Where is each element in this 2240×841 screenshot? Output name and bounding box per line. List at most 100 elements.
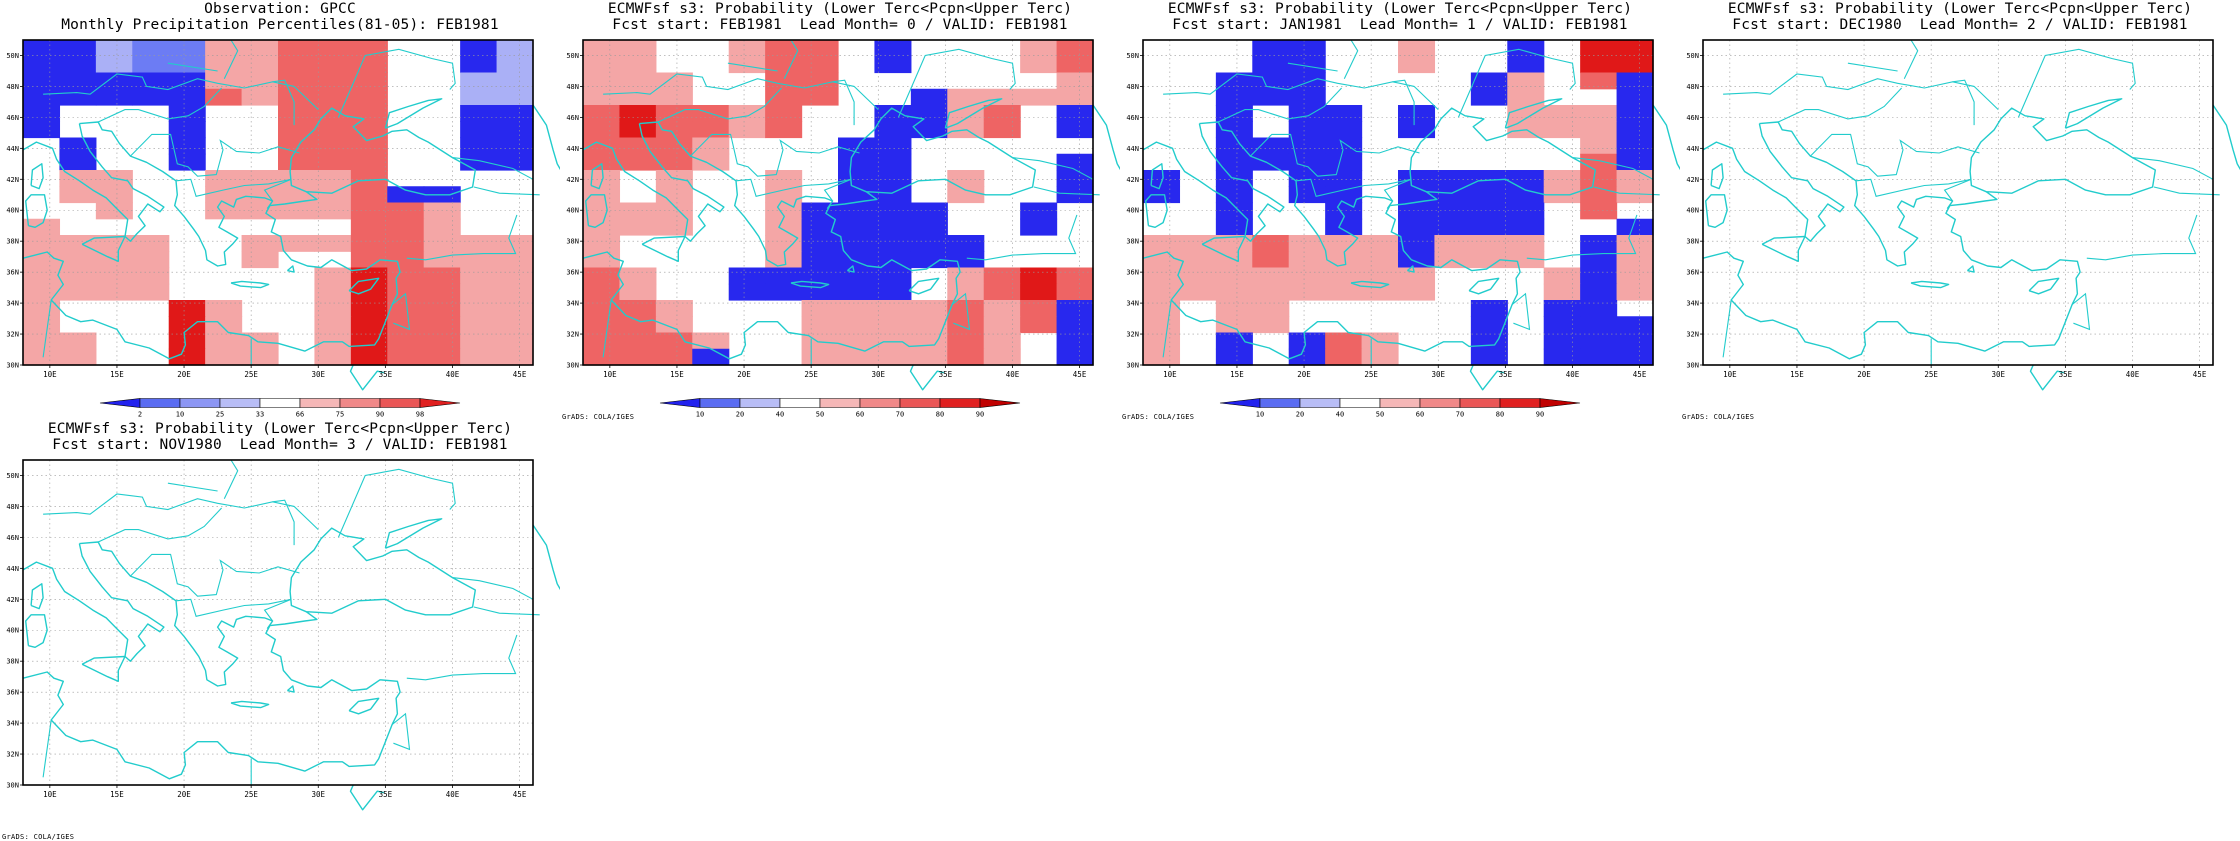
grid-cell [1056,316,1094,334]
colorbar-segment [299,398,341,408]
grid-cell [728,121,766,139]
grid-cell [350,283,388,301]
grid-cell [1470,332,1508,350]
colorbar-segment [179,398,221,408]
colorbar-segment [219,398,261,408]
coastline [1406,265,1415,273]
country-border [2086,214,2198,261]
grid-cell [983,332,1021,350]
grid-cell [1325,283,1363,301]
grid-cell [1056,56,1094,74]
grid-cell [460,56,498,74]
credit-label: GrADS: COLA/IGES [562,413,635,421]
grid-cell [765,40,803,57]
grid-cell [23,88,61,106]
grid-cell [460,88,498,106]
lat-tick-label: 38N [1126,238,1139,246]
grid-cell [583,316,621,334]
coastline [25,614,48,649]
grid-cell [460,300,498,317]
grid-cell [619,218,657,236]
grid-cell [655,153,693,171]
country-border [43,493,319,530]
lon-tick-label: 35E [379,790,393,799]
grid-cell [983,121,1021,139]
grid-cell [838,186,876,204]
lat-tick-label: 34N [6,720,19,728]
lat-tick-label: 36N [6,269,19,277]
grid-cell [1252,300,1290,317]
grid-cell [95,40,133,57]
grid-cell [874,332,912,350]
coastline [1761,235,1806,262]
lat-tick-label: 48N [6,83,19,91]
grid-cell [278,153,316,171]
grid-cell [350,186,388,204]
grid-cell [241,186,279,204]
grid-cell [583,218,621,236]
grid-cell [59,153,97,171]
coastline [349,364,385,391]
grid-cell [1616,170,1654,187]
grid-cell [1470,300,1508,317]
grid-cell [1252,56,1290,74]
lat-tick-label: 42N [1126,176,1139,184]
coastline [1702,123,1845,242]
grid-cell [314,202,352,220]
grid-cell [1616,218,1654,236]
borders [42,39,540,365]
grid-cell [496,251,534,269]
borders [1722,39,2220,365]
grid-cell [387,332,425,350]
grid-cell [1361,283,1399,301]
lat-tick-label: 42N [6,596,19,604]
coastline [79,121,274,267]
grid-cell [23,72,61,90]
grid-cell [947,332,985,350]
coastline [81,655,126,682]
grid-cell [692,137,730,155]
grid-cell [95,88,133,106]
coastline [1966,265,1975,273]
grid-cell [1361,348,1399,366]
grid-cell [619,332,657,350]
grid-cell [241,170,279,187]
coastline [22,611,401,780]
country-border [130,553,300,597]
grid-cell [838,332,876,350]
panel-subtitle: Fcst start: DEC1980 Lead Month= 2 / VALI… [1732,17,2188,33]
grid-cell [1543,316,1581,334]
grid-cell [910,332,948,350]
grid-cell [655,88,693,106]
grid-cell [874,186,912,204]
grid-cell [59,348,97,366]
grid-cell [59,283,97,301]
country-border [406,634,518,681]
grid-cell [1580,137,1618,155]
coastline [30,583,44,610]
grid-cell [460,267,498,285]
grid-cell [1616,88,1654,106]
coastline [349,784,385,811]
colorbar-label: 20 [1296,411,1304,419]
grid-cell [583,137,621,155]
grid-cell [1252,137,1290,155]
grid-cell [168,153,206,171]
grid-cell [619,56,657,74]
grid-cell [423,267,461,285]
grid-cell [1252,153,1290,171]
lon-tick-label: 20E [177,790,191,799]
country-border [391,292,411,331]
grid-cell [838,218,876,236]
grid-cell [496,316,534,334]
gridlines [1703,40,2213,366]
lat-tick-label: 46N [6,534,19,542]
grid-cell [168,300,206,317]
colorbar-label: 25 [216,411,224,419]
coastline [286,685,295,693]
lon-tick-label: 40E [446,790,460,799]
grid-cell [59,40,97,57]
shaded-cells [1143,40,1654,366]
grid-cell [619,153,657,171]
grid-cell [583,56,621,74]
